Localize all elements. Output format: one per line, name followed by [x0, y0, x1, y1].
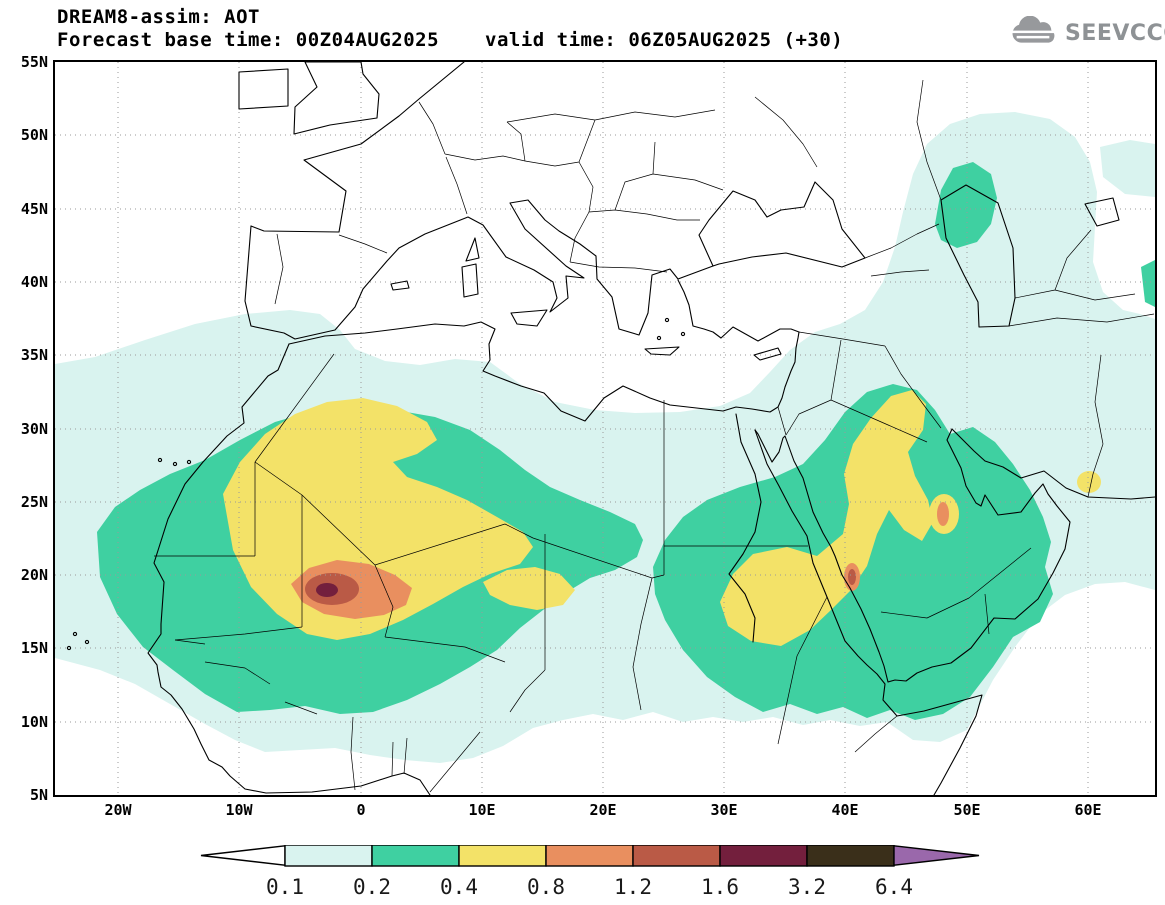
lon-tick-label: 20W: [104, 801, 132, 819]
aot-02-east-edge: [1141, 260, 1155, 307]
legend-bar: [200, 844, 980, 867]
legend-box-01: [284, 844, 373, 867]
lat-tick-label: 15N: [20, 639, 48, 657]
legend-value: 1.2: [614, 875, 652, 899]
aot-12-redsea-core: [848, 569, 856, 585]
lon-tick-label: 40E: [831, 801, 859, 819]
legend-box-04: [458, 844, 547, 867]
base-time-text: Forecast base time: 00Z04AUG2025: [57, 29, 440, 51]
seevccc-logo: SEEVCCC: [1008, 16, 1165, 50]
lat-tick-label: 40N: [20, 273, 48, 291]
legend-svg: 0.1 0.2 0.4 0.8 1.2 1.6 3.2 6.4: [200, 844, 980, 899]
aot-08-gulf-spot: [937, 502, 949, 526]
plot-title: DREAM8-assim: AOT: [57, 6, 260, 28]
color-scale-legend: 0.1 0.2 0.4 0.8 1.2 1.6 3.2 6.4: [199, 844, 981, 905]
lon-tick-label: 0: [356, 801, 366, 819]
lat-tick-label: 10N: [20, 713, 48, 731]
map-area: [53, 60, 1157, 797]
aot-map-svg: [55, 61, 1156, 796]
lat-tick-label: 55N: [20, 53, 48, 71]
legend-box-02: [371, 844, 460, 867]
lon-tick-label: 60E: [1074, 801, 1102, 819]
aot-01-northeast-patch: [1100, 140, 1155, 197]
legend-labels: 0.1 0.2 0.4 0.8 1.2 1.6 3.2 6.4: [266, 875, 913, 899]
country-borders: [154, 79, 1155, 793]
contour-shading: [55, 112, 1155, 763]
aot-02-caucasus: [935, 162, 997, 248]
lat-tick-label: 50N: [20, 126, 48, 144]
legend-value: 0.2: [353, 875, 391, 899]
lat-tick-label: 5N: [29, 786, 48, 804]
lon-tick-label: 50E: [953, 801, 981, 819]
legend-box-32: [806, 844, 895, 867]
aot-04-sahel-tongue: [483, 567, 575, 610]
legend-box-16: [719, 844, 808, 867]
valid-time-text: valid time: 06Z05AUG2025 (+30): [485, 29, 844, 51]
aot-16-sahel-core: [316, 583, 338, 597]
lat-tick-label: 30N: [20, 420, 48, 438]
lon-tick-label: 10W: [225, 801, 253, 819]
legend-box-08: [545, 844, 634, 867]
lat-tick-label: 35N: [20, 346, 48, 364]
plot-subtitle: Forecast base time: 00Z04AUG2025 valid ti…: [57, 29, 843, 52]
lat-tick-label: 20N: [20, 566, 48, 584]
aot-04-arabia-hook: [720, 390, 933, 646]
coastlines: [66, 61, 1156, 796]
legend-value: 0.4: [440, 875, 478, 899]
graticule: [55, 62, 1155, 795]
legend-arrow-left: [200, 845, 286, 866]
aot-04-oman-spot: [1077, 471, 1101, 493]
cloud-icon: [1011, 16, 1055, 43]
legend-value: 1.6: [701, 875, 739, 899]
plot-header: DREAM8-assim: AOT Forecast base time: 00…: [57, 6, 843, 52]
lon-tick-label: 30E: [710, 801, 738, 819]
legend-value: 0.1: [266, 875, 304, 899]
legend-value: 0.8: [527, 875, 565, 899]
legend-box-12: [632, 844, 721, 867]
legend-arrow-right: [893, 845, 980, 866]
legend-value: 6.4: [875, 875, 913, 899]
logo-text: SEEVCCC: [1065, 20, 1165, 46]
lat-tick-label: 45N: [20, 200, 48, 218]
lon-tick-label: 10E: [468, 801, 496, 819]
legend-value: 3.2: [788, 875, 826, 899]
lat-tick-label: 25N: [20, 493, 48, 511]
lon-tick-label: 20E: [589, 801, 617, 819]
